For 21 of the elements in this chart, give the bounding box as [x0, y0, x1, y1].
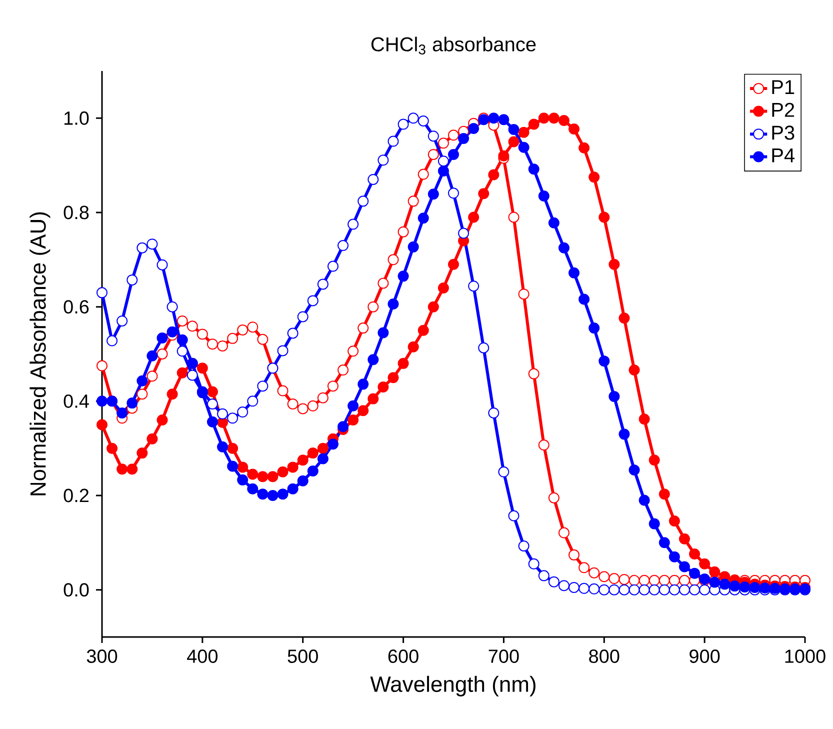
x-tick-label: 700 [488, 650, 519, 663]
legend-label: P3 [772, 126, 794, 140]
y-tick-label: 0.4 [64, 394, 89, 408]
y-tick-label: 0.0 [64, 583, 89, 597]
x-tick-label: 800 [589, 650, 620, 663]
x-tick-label: 900 [690, 650, 720, 663]
x-tick-label: 1000 [785, 650, 826, 663]
legend-label: P2 [772, 102, 794, 117]
legend-label: P1 [772, 80, 794, 94]
y-tick-label: 0.8 [64, 206, 89, 220]
y-axis-title: Normalized Absorbance (AU) [30, 212, 50, 496]
x-axis-title: Wavelength (nm) [370, 676, 536, 696]
x-tick-label: 600 [388, 650, 418, 663]
y-tick-label: 0.6 [64, 300, 89, 314]
x-tick-label: 500 [288, 650, 318, 663]
y-tick-label: 0.2 [64, 488, 89, 502]
legend-label: P4 [772, 148, 794, 162]
x-tick-label: 300 [86, 650, 118, 663]
x-tick-label: 400 [187, 650, 218, 663]
chart-title: CHCl$_{3}$ absorbance [371, 36, 536, 54]
y-tick-label: 1.0 [64, 111, 89, 125]
